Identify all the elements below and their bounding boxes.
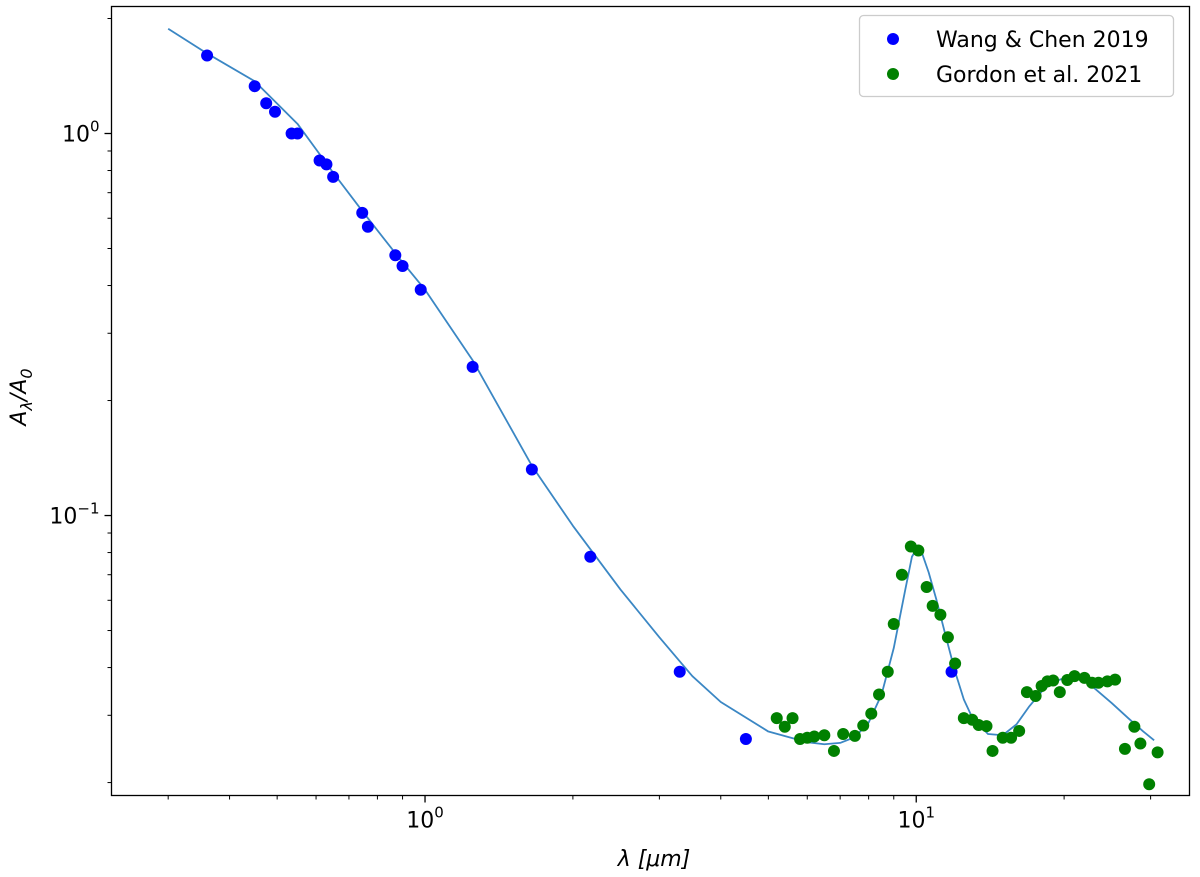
data-point-series-1 — [1005, 731, 1018, 744]
data-point-series-1 — [895, 568, 908, 581]
data-point-series-1 — [1053, 686, 1066, 699]
data-point-series-1 — [770, 712, 783, 725]
data-point-series-1 — [949, 657, 962, 670]
data-point-series-1 — [881, 665, 894, 678]
data-point-series-1 — [1013, 724, 1026, 737]
data-point-series-0 — [201, 49, 214, 62]
data-point-series-0 — [739, 733, 752, 746]
data-point-series-0 — [396, 259, 409, 272]
legend-label-wang-chen: Wang & Chen 2019 — [936, 28, 1149, 53]
data-point-series-0 — [356, 206, 369, 219]
data-point-series-1 — [1118, 742, 1131, 755]
y-tick-label: 10−1 — [49, 500, 99, 530]
fit-curve — [167, 28, 1155, 746]
data-point-series-1 — [887, 618, 900, 631]
data-point-series-1 — [808, 730, 821, 743]
data-point-series-1 — [986, 744, 999, 757]
data-point-series-1 — [934, 608, 947, 621]
x-axis-label: λ [μm] — [617, 847, 691, 872]
data-point-series-1 — [1128, 720, 1141, 733]
data-point-series-0 — [269, 105, 282, 118]
x-axis-ticks: 100 101 — [167, 795, 1152, 834]
data-point-series-0 — [260, 97, 273, 110]
data-point-series-1 — [865, 707, 878, 720]
y-tick-label: 100 — [62, 118, 100, 148]
data-point-series-0 — [361, 220, 374, 233]
legend-marker-gordon — [887, 68, 899, 80]
data-point-series-1 — [996, 731, 1009, 744]
data-points — [201, 49, 1164, 791]
data-point-series-1 — [786, 712, 799, 725]
data-point-series-1 — [1068, 670, 1081, 683]
data-point-series-1 — [1151, 746, 1164, 759]
y-axis-label: Aλ/A0 — [7, 368, 36, 427]
data-point-series-0 — [248, 80, 261, 93]
legend-label-gordon: Gordon et al. 2021 — [936, 63, 1142, 88]
data-point-series-1 — [1092, 676, 1105, 689]
data-point-series-1 — [912, 544, 925, 557]
data-point-series-1 — [873, 688, 886, 701]
data-point-series-0 — [584, 550, 597, 563]
data-point-series-1 — [848, 729, 861, 742]
data-point-series-1 — [1109, 673, 1122, 686]
x-tick-label: 101 — [897, 804, 935, 834]
data-point-series-0 — [320, 158, 333, 171]
fit-curve-group — [167, 28, 1155, 746]
data-point-series-0 — [525, 463, 538, 476]
data-point-series-0 — [466, 360, 479, 373]
data-point-series-1 — [1047, 674, 1060, 687]
data-point-series-1 — [941, 631, 954, 644]
data-point-series-0 — [414, 283, 427, 296]
data-point-series-1 — [1143, 778, 1156, 791]
data-point-series-1 — [1029, 690, 1042, 702]
data-point-series-1 — [857, 719, 870, 732]
data-point-series-1 — [920, 581, 933, 594]
data-point-series-0 — [389, 249, 402, 262]
data-point-series-0 — [291, 127, 304, 140]
data-point-series-1 — [1134, 737, 1147, 750]
legend-box — [858, 14, 1175, 98]
data-point-series-1 — [827, 744, 840, 757]
data-point-series-1 — [926, 599, 939, 612]
data-point-series-1 — [818, 729, 831, 742]
data-point-series-1 — [778, 720, 791, 733]
legend: Wang & Chen 2019 Gordon et al. 2021 — [858, 14, 1175, 98]
x-tick-label: 100 — [406, 804, 444, 834]
data-point-series-0 — [327, 170, 340, 183]
plot-frame — [110, 5, 1191, 797]
data-point-series-1 — [837, 728, 850, 741]
data-point-series-1 — [980, 720, 993, 733]
data-point-series-0 — [673, 665, 686, 678]
legend-marker-wang-chen — [887, 33, 899, 45]
y-axis-ticks: 100 10−1 — [49, 17, 112, 784]
